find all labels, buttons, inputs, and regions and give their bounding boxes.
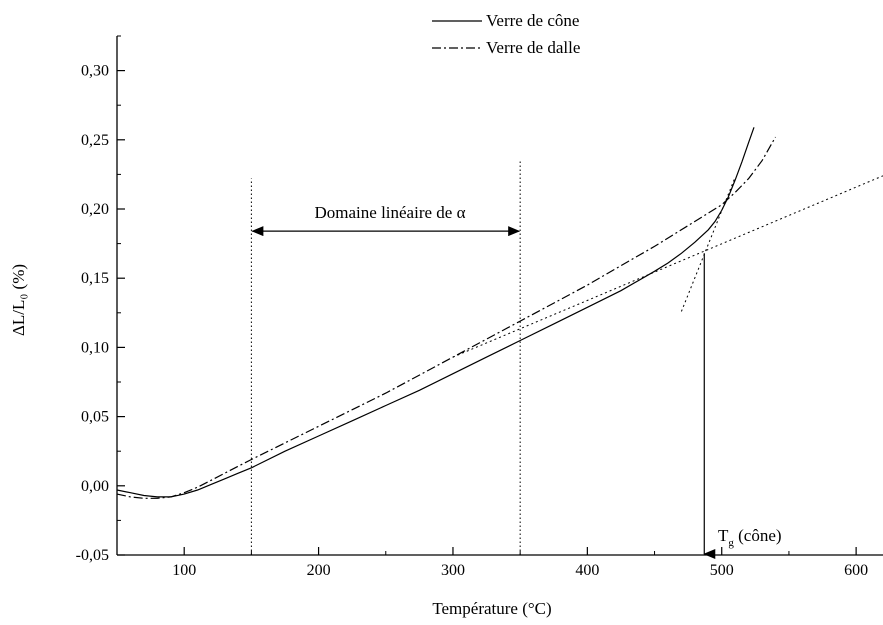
linear-range-label: Domaine linéaire de α — [315, 203, 466, 222]
series-line-verre-de-dalle — [116, 136, 777, 499]
tg-label-sub: g — [728, 537, 734, 549]
y-tick-label: 0,20 — [81, 201, 109, 218]
tg-label-main: T — [718, 526, 729, 545]
x-tick-label: 400 — [575, 562, 599, 579]
tg-label-rest: (cône) — [734, 526, 782, 545]
tangent-line — [452, 175, 883, 358]
y-tick-label: 0,30 — [81, 63, 109, 80]
tangent-line — [680, 176, 736, 312]
series-line-verre-de-cone — [116, 127, 755, 498]
axes-layer: -0,05 0,00 0,05 0,10 0,15 0,20 0,25 0,30 100 200 3… — [76, 35, 883, 579]
y-tick-label: 0,25 — [81, 132, 109, 149]
y-tick-label: 0,10 — [81, 339, 109, 356]
legend: Verre de cône Verre de dalle — [432, 11, 580, 57]
x-tick-label: 500 — [710, 562, 734, 579]
legend-label-verre-de-dalle: Verre de dalle — [486, 38, 580, 57]
y-tick-label: -0,05 — [76, 547, 109, 564]
x-tick-label: 600 — [844, 562, 868, 579]
y-axis-title: ΔL/L₀ (%) — [9, 264, 28, 336]
x-tick-label: 100 — [172, 562, 196, 579]
y-tick-label: 0,00 — [81, 478, 109, 495]
legend-label-verre-de-cone: Verre de cône — [486, 11, 579, 30]
tg-label: Tg (cône) — [718, 526, 782, 549]
plot-layer — [116, 127, 883, 559]
y-tick-label: 0,05 — [81, 409, 109, 426]
x-tick-label: 300 — [441, 562, 465, 579]
y-tick-label: 0,15 — [81, 270, 109, 287]
x-axis-title: Température (°C) — [432, 599, 551, 618]
x-tick-label: 200 — [307, 562, 331, 579]
